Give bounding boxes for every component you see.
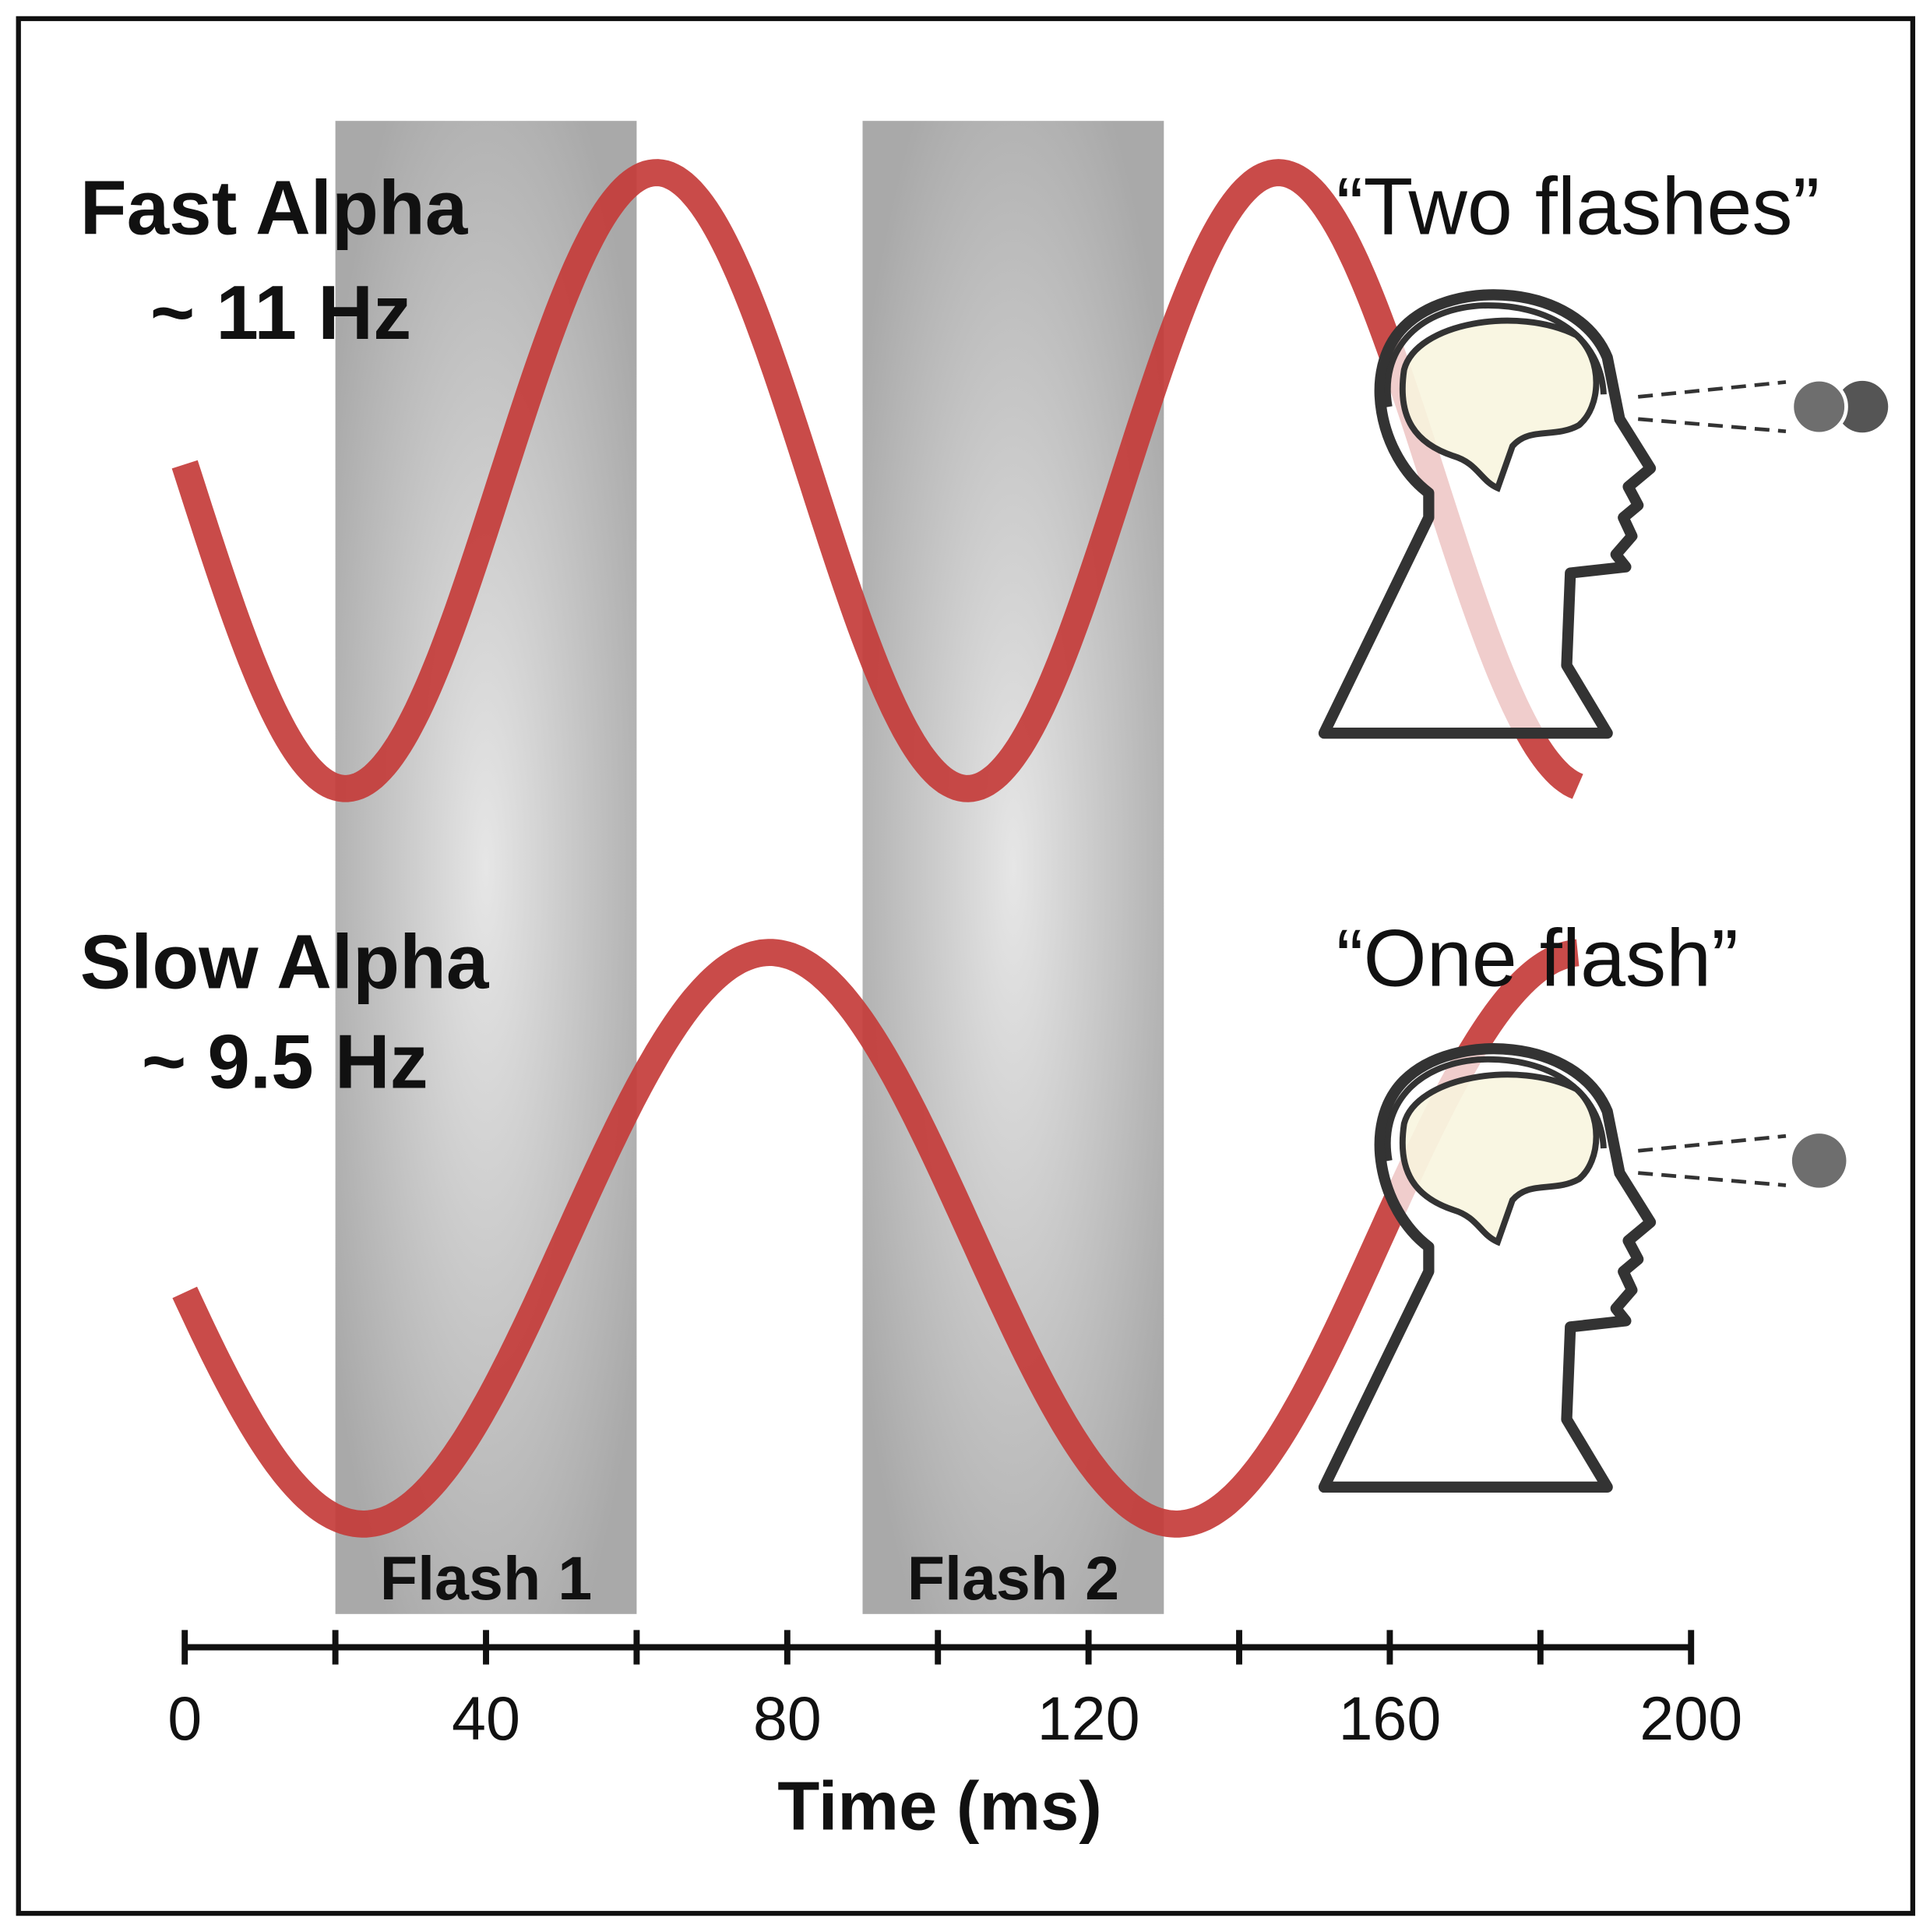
x-tick-label: 80	[753, 1683, 822, 1753]
flash-dot	[1836, 380, 1889, 433]
text-layer: Flash 1 Flash 2 Fast Alpha ~ 11 Hz “Two flas…	[80, 162, 1820, 1845]
flash-label: Flash 1	[380, 1543, 592, 1613]
x-axis-title: Time (ms)	[777, 1768, 1102, 1845]
brain	[1399, 317, 1600, 492]
flash-window	[862, 121, 1164, 1614]
flash-window	[335, 121, 637, 1614]
alpha-wave	[172, 939, 1580, 1538]
flash-layer	[335, 121, 1164, 1614]
brain	[1399, 1071, 1600, 1246]
wave-label: Slow Alpha	[80, 918, 490, 1004]
flash-label: Flash 2	[907, 1543, 1119, 1613]
head	[1318, 289, 1889, 739]
flash-dot	[1790, 377, 1848, 436]
head	[1318, 1043, 1847, 1493]
alpha-wave	[171, 159, 1583, 802]
percept-label: “One flash”	[1337, 913, 1738, 1003]
gaze-line	[1638, 417, 1787, 434]
flash-dot	[1791, 1133, 1847, 1188]
head-layer	[1318, 289, 1889, 1493]
gaze-line	[1637, 1133, 1787, 1153]
percept-label: “Two flashes”	[1337, 162, 1820, 252]
frequency-label: ~ 9.5 Hz	[142, 1019, 428, 1105]
x-tick-label: 200	[1639, 1683, 1742, 1753]
wave-label: Fast Alpha	[80, 165, 469, 251]
frequency-label: ~ 11 Hz	[150, 270, 411, 355]
x-tick-label: 120	[1037, 1683, 1140, 1753]
wave-layer	[171, 159, 1583, 1538]
gaze-line	[1637, 380, 1787, 399]
gaze-line	[1638, 1171, 1787, 1187]
x-tick-label: 160	[1338, 1683, 1441, 1753]
x-tick-label: 0	[167, 1683, 202, 1753]
x-tick-label: 40	[452, 1683, 520, 1753]
